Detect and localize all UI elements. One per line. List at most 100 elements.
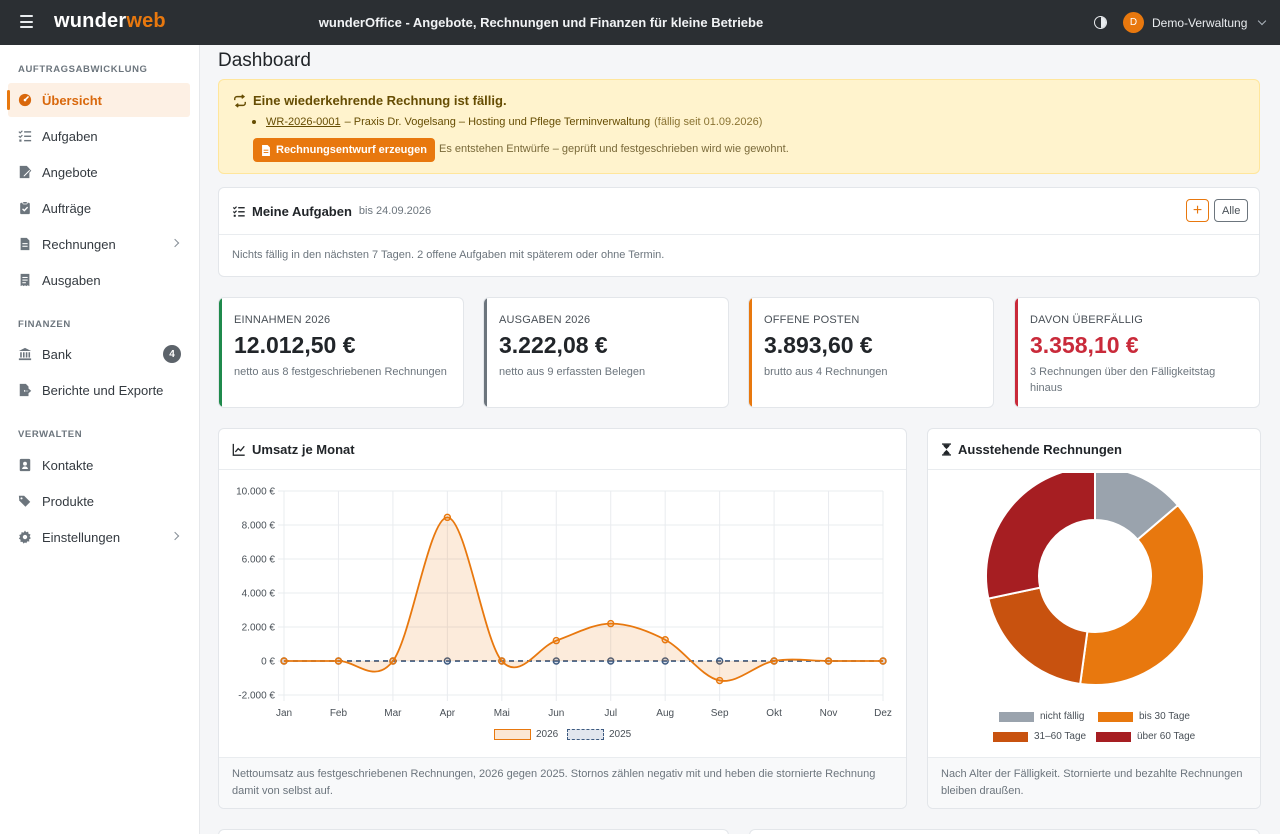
chevron-right-icon bbox=[170, 531, 180, 541]
top-navbar: wunderweb wunderOffice - Angebote, Rechn… bbox=[0, 0, 1280, 45]
legend-item-ueber-60-tage[interactable]: über 60 Tage bbox=[1096, 731, 1195, 742]
sidebar-item-uebersicht[interactable]: Übersicht bbox=[7, 83, 190, 117]
line-chart-icon bbox=[232, 443, 245, 456]
sidebar-item-berichte[interactable]: Berichte und Exporte bbox=[8, 373, 190, 407]
sidebar-item-auftraege[interactable]: Aufträge bbox=[8, 191, 190, 225]
kpi-card-offene-posten: OFFENE POSTEN 3.893,60 € brutto aus 4 Re… bbox=[748, 297, 994, 408]
sidebar-item-ausgaben[interactable]: Ausgaben bbox=[8, 263, 190, 297]
revenue-line-chart: 10.000 € 8.000 € 6.000 € 4.000 € 2.000 € 0 € -… bbox=[236, 487, 892, 720]
page-title: Dashboard bbox=[218, 50, 311, 71]
sidebar-item-rechnungen[interactable]: Rechnungen bbox=[8, 227, 190, 261]
legend-item-31-60-tage[interactable]: 31–60 Tage bbox=[993, 731, 1086, 742]
kpi-subtext: netto aus 8 festgeschriebenen Rechnungen bbox=[234, 366, 447, 378]
sidebar-item-label: Einstellungen bbox=[42, 529, 121, 545]
kpi-subtext: brutto aus 4 Rechnungen bbox=[764, 366, 888, 378]
kpi-label: OFFENE POSTEN bbox=[764, 314, 860, 326]
kpi-card-ueberfaellig: DAVON ÜBERFÄLLIG 3.358,10 € 3 Rechnungen… bbox=[1014, 297, 1260, 408]
sidebar-item-label: Übersicht bbox=[42, 92, 102, 108]
y-tick-label: -2.000 € bbox=[238, 691, 275, 702]
menu-icon[interactable] bbox=[20, 15, 33, 28]
card-title: Umsatz je Monat bbox=[252, 441, 355, 457]
hourglass-icon bbox=[942, 442, 951, 456]
sidebar-item-angebote[interactable]: Angebote bbox=[8, 155, 190, 189]
kpi-card-einnahmen: EINNAHMEN 2026 12.012,50 € netto aus 8 f… bbox=[218, 297, 464, 408]
x-tick-label: Nov bbox=[820, 708, 838, 719]
y-tick-label: 10.000 € bbox=[236, 487, 275, 498]
chevron-right-icon bbox=[170, 238, 180, 248]
count-badge: 4 bbox=[163, 345, 181, 363]
user-menu[interactable]: D Demo-Verwaltung bbox=[1123, 12, 1267, 33]
sidebar-item-label: Bank bbox=[42, 346, 72, 362]
data-point-2025 bbox=[715, 657, 724, 665]
data-point-2026 bbox=[879, 657, 887, 665]
next-card-left bbox=[218, 829, 729, 834]
repeat-icon bbox=[234, 93, 246, 108]
bank-icon bbox=[18, 347, 32, 361]
sidebar-item-kontakte[interactable]: Kontakte bbox=[8, 448, 190, 482]
x-tick-label: Aug bbox=[656, 708, 674, 719]
x-tick-label: Jan bbox=[276, 708, 292, 719]
data-point-2026 bbox=[280, 657, 288, 665]
receipt-icon bbox=[18, 273, 32, 287]
legend-swatch bbox=[494, 729, 531, 740]
kpi-subtext: 3 Rechnungen über den Fälligkeitstag hin… bbox=[1030, 366, 1216, 394]
app-title: wunderOffice - Angebote, Rechnungen und … bbox=[318, 15, 764, 30]
legend-item-nicht-faellig[interactable]: nicht fällig bbox=[999, 711, 1084, 722]
avatar: D bbox=[1123, 12, 1144, 33]
alert-hint: Es entstehen Entwürfe – geprüft und fest… bbox=[439, 143, 789, 155]
x-tick-label: Jun bbox=[548, 708, 564, 719]
legend-item-bis-30-tage[interactable]: bis 30 Tage bbox=[1098, 711, 1190, 722]
y-tick-label: 8.000 € bbox=[242, 521, 276, 532]
legend-swatch bbox=[567, 729, 604, 740]
sidebar-item-label: Rechnungen bbox=[42, 236, 116, 252]
tags-icon bbox=[18, 494, 32, 508]
x-tick-label: Jul bbox=[604, 708, 617, 719]
legend-item-2025[interactable]: 2025 bbox=[567, 729, 631, 740]
theme-toggle-icon[interactable] bbox=[1094, 16, 1107, 29]
tasks-icon bbox=[18, 129, 32, 143]
data-point-2025 bbox=[443, 657, 452, 665]
tasks-card-header: Meine Aufgaben bis 24.09.2026 bbox=[219, 188, 1259, 235]
kpi-label: DAVON ÜBERFÄLLIG bbox=[1030, 314, 1144, 326]
outstanding-donut-chart bbox=[985, 473, 1205, 686]
revenue-card-footer: Nettoumsatz aus festgeschriebenen Rechnu… bbox=[219, 757, 906, 808]
data-point-2026 bbox=[715, 676, 724, 685]
x-tick-label: Apr bbox=[440, 708, 456, 719]
sidebar-item-einstellungen[interactable]: Einstellungen bbox=[8, 520, 190, 554]
sidebar: AUFTRAGSABWICKLUNG Übersicht Aufgaben An… bbox=[0, 45, 200, 834]
outstanding-invoices-card: Ausstehende Rechnungen nicht fällig bis … bbox=[927, 428, 1261, 809]
data-point-2026 bbox=[552, 636, 560, 645]
document-icon bbox=[262, 144, 270, 156]
card-title: Meine Aufgaben bbox=[252, 203, 352, 219]
create-invoice-draft-button[interactable]: Rechnungsentwurf erzeugen bbox=[253, 138, 435, 162]
invoice-description: – Praxis Dr. Vogelsang – Hosting und Pfl… bbox=[344, 116, 651, 128]
app-logo[interactable]: wunderweb bbox=[54, 10, 166, 32]
data-point-2026 bbox=[443, 513, 452, 522]
sidebar-item-produkte[interactable]: Produkte bbox=[8, 484, 190, 518]
y-tick-label: 4.000 € bbox=[242, 589, 276, 600]
next-card-right bbox=[749, 829, 1260, 834]
kpi-card-ausgaben: AUSGABEN 2026 3.222,08 € netto aus 9 erf… bbox=[483, 297, 729, 408]
sidebar-item-label: Angebote bbox=[42, 164, 98, 180]
quote-icon bbox=[18, 165, 32, 179]
kpi-value: 3.893,60 € bbox=[764, 332, 873, 358]
card-title: Ausstehende Rechnungen bbox=[958, 441, 1122, 457]
series-area-2026 bbox=[284, 517, 883, 681]
add-task-button[interactable]: + bbox=[1186, 199, 1209, 222]
data-point-2025 bbox=[552, 657, 560, 665]
y-tick-label: 0 € bbox=[261, 657, 275, 668]
invoice-link[interactable]: WR-2026-0001 bbox=[266, 116, 341, 128]
sidebar-item-bank[interactable]: Bank 4 bbox=[8, 337, 190, 371]
legend-item-2026[interactable]: 2026 bbox=[494, 729, 558, 740]
recurring-invoice-alert: Eine wiederkehrende Rechnung ist fällig.… bbox=[218, 79, 1260, 174]
kpi-value: 3.358,10 € bbox=[1030, 332, 1139, 358]
sidebar-item-aufgaben[interactable]: Aufgaben bbox=[8, 119, 190, 153]
outstanding-card-header: Ausstehende Rechnungen bbox=[928, 429, 1260, 470]
kpi-value: 12.012,50 € bbox=[234, 332, 356, 358]
all-tasks-button[interactable]: Alle bbox=[1214, 199, 1249, 222]
outstanding-card-footer: Nach Alter der Fälligkeit. Stornierte un… bbox=[928, 757, 1260, 808]
export-icon bbox=[18, 383, 32, 397]
legend-swatch bbox=[1098, 711, 1133, 722]
sidebar-item-label: Ausgaben bbox=[42, 272, 101, 288]
alert-title: Eine wiederkehrende Rechnung ist fällig. bbox=[233, 93, 507, 108]
